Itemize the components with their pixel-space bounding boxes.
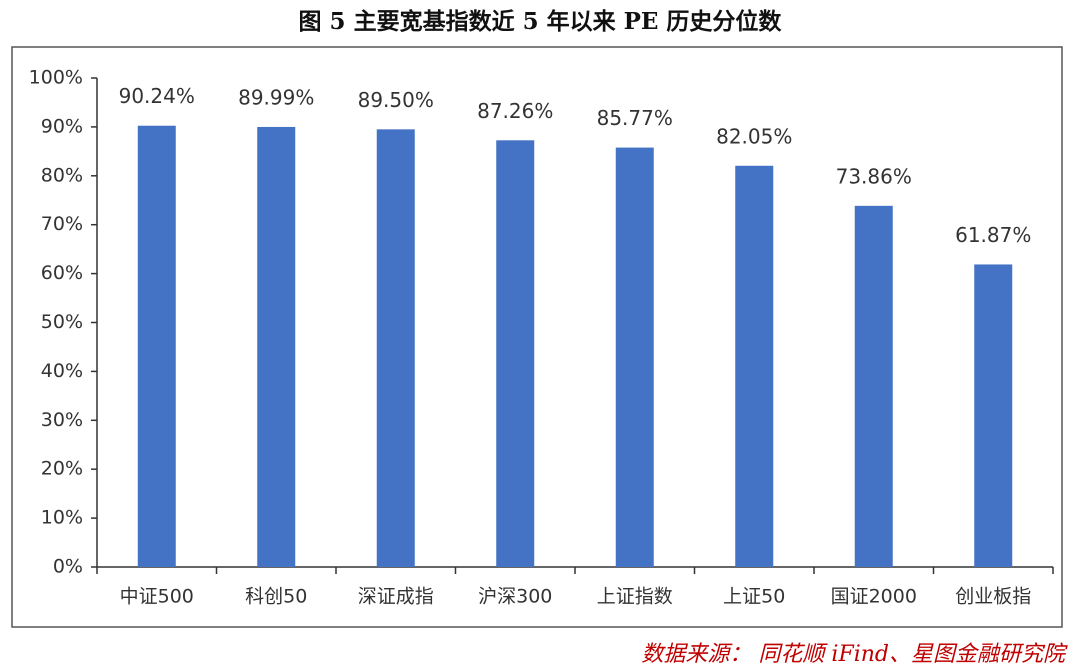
data-label: 89.99% — [238, 85, 314, 109]
x-tick-label: 国证2000 — [831, 586, 917, 608]
bar — [854, 205, 893, 568]
bar — [137, 125, 176, 567]
y-tick-label: 0% — [53, 556, 83, 578]
data-label: 82.05% — [716, 124, 792, 148]
x-tick-label: 创业板指 — [955, 586, 1031, 608]
data-label: 89.50% — [358, 88, 434, 112]
source-note: 数据来源： 同花顺 iFind、星图金融研究院 — [641, 642, 1068, 667]
bar — [496, 140, 535, 568]
y-tick-label: 80% — [41, 164, 83, 186]
data-label: 85.77% — [597, 106, 673, 130]
x-tick-label: 上证指数 — [597, 586, 673, 608]
y-tick-label: 90% — [41, 115, 83, 137]
y-tick-label: 70% — [41, 213, 83, 235]
bar — [257, 126, 296, 567]
bar — [376, 129, 415, 567]
chart-frame — [11, 46, 1063, 628]
chart-title: 图 5 主要宽基指数近 5 年以来 PE 历史分位数 — [299, 8, 783, 35]
data-label: 90.24% — [119, 84, 195, 108]
y-tick-label: 50% — [41, 311, 83, 333]
y-tick-label: 10% — [41, 507, 83, 529]
data-label: 87.26% — [477, 99, 553, 123]
x-tick-label: 深证成指 — [358, 586, 434, 608]
bar — [615, 147, 654, 567]
data-label: 73.86% — [836, 164, 912, 188]
x-tick-label: 上证50 — [723, 586, 785, 608]
y-tick-label: 100% — [29, 67, 83, 89]
y-tick-label: 60% — [41, 262, 83, 284]
x-tick-label: 中证500 — [120, 586, 194, 608]
y-tick-label: 20% — [41, 458, 83, 480]
x-tick-label: 科创50 — [245, 586, 307, 608]
data-label: 61.87% — [955, 223, 1031, 247]
x-tick-label: 沪深300 — [478, 586, 552, 608]
bar — [974, 264, 1013, 567]
y-tick-label: 40% — [41, 360, 83, 382]
bar — [735, 165, 774, 567]
y-tick-label: 30% — [41, 409, 83, 431]
